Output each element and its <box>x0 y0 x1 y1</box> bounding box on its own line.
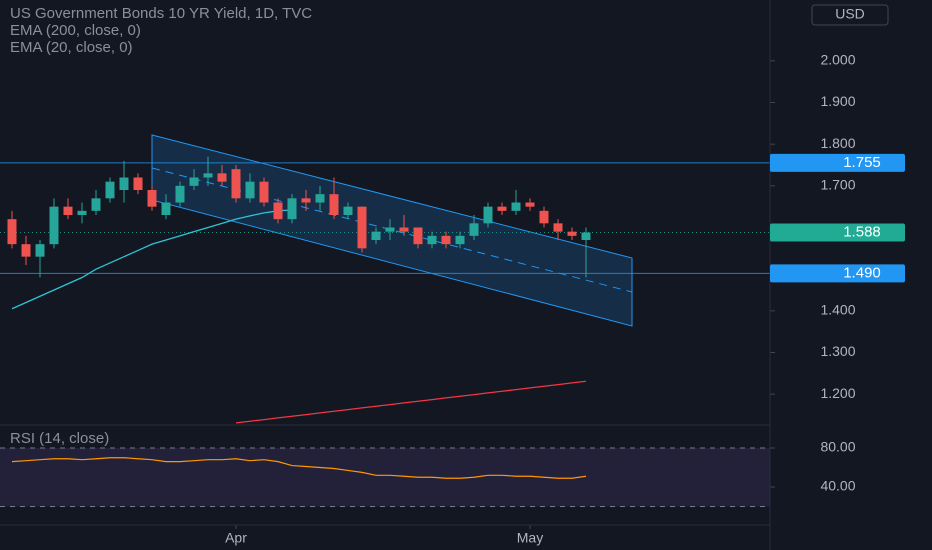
candle-body <box>525 202 535 207</box>
candle-body <box>427 235 437 245</box>
candle-body <box>161 202 171 215</box>
candle-body <box>245 181 255 199</box>
indicator-line <box>235 380 587 424</box>
currency-button[interactable] <box>811 4 889 26</box>
legend-entry: EMA (20, close, 0) <box>10 39 133 56</box>
labels: 2.000 1.900 1.800 1.700 1.400 1.300 1.200 1.755… <box>225 52 905 546</box>
y-tick-label: 1.900 <box>820 93 855 109</box>
candle-body <box>7 219 17 245</box>
candle-body <box>35 244 45 257</box>
candle-body <box>63 206 73 215</box>
chart-title: US Government Bonds 10 YR Yield, 1D, TVC <box>10 5 312 22</box>
candle-body <box>413 227 423 245</box>
legend-entry: EMA (200, close, 0) <box>10 22 141 39</box>
candle-body <box>273 202 283 220</box>
candle-body <box>553 223 563 232</box>
candle-body <box>497 206 507 211</box>
candle-body <box>399 227 409 232</box>
x-tick-label: Apr <box>225 530 247 546</box>
candle-body <box>371 231 381 240</box>
candle-body <box>301 198 311 203</box>
candle-body <box>119 177 129 190</box>
candle-body <box>217 173 227 182</box>
x-tick-label: May <box>517 530 543 546</box>
candle-body <box>231 169 241 199</box>
candle-body <box>203 173 213 178</box>
candle-body <box>455 235 465 245</box>
indicator-line <box>11 209 293 310</box>
candle-body <box>315 194 325 203</box>
y-tick-label: 1.300 <box>820 343 855 359</box>
y-tick-label: 1.700 <box>820 177 855 193</box>
candle-body <box>147 190 157 207</box>
candle-body <box>581 232 591 240</box>
y-tick-label: 2.000 <box>820 52 855 68</box>
candle-body <box>329 194 339 215</box>
candle-body <box>49 206 59 245</box>
candle-body <box>189 177 199 186</box>
candle-body <box>385 227 395 232</box>
price-label-box <box>770 223 905 242</box>
candle-body <box>441 235 451 245</box>
rsi-line <box>11 457 587 479</box>
candle-body <box>483 206 493 224</box>
candle-body <box>511 202 521 211</box>
candle-body <box>357 206 367 249</box>
candle-body <box>539 210 549 224</box>
rsi-band <box>0 448 770 507</box>
candle-body <box>259 181 269 203</box>
rsi-pane <box>0 447 775 507</box>
candle-body <box>287 198 297 220</box>
price-label: 1.588 <box>843 223 881 240</box>
price-label: 1.490 <box>843 264 881 281</box>
y-tick-label: 1.400 <box>820 302 855 318</box>
y-tick-label: 1.800 <box>820 135 855 151</box>
candle-body <box>133 177 143 190</box>
candle-body <box>91 198 101 211</box>
price-label-box <box>770 264 905 283</box>
candle-body <box>21 244 31 257</box>
rsi-title: RSI (14, close) <box>10 430 109 447</box>
candle-body <box>105 181 115 199</box>
channel-midline <box>151 167 633 293</box>
price-pane <box>0 60 775 529</box>
candle-body <box>567 231 577 236</box>
candle-body <box>469 223 479 236</box>
candle-body <box>343 206 353 215</box>
y-tick-label: 1.200 <box>820 385 855 401</box>
price-label: 1.755 <box>843 154 881 171</box>
candle-body <box>175 185 185 203</box>
currency-label[interactable]: USD <box>835 6 865 22</box>
y-tick-label: 40.00 <box>820 478 855 494</box>
y-tick-label: 80.00 <box>820 439 855 455</box>
price-label-box <box>770 153 905 172</box>
candle-body <box>77 210 87 215</box>
